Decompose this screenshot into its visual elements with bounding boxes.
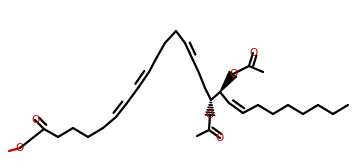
Text: O: O (206, 110, 214, 120)
Text: O: O (16, 143, 24, 153)
Polygon shape (220, 71, 237, 92)
Text: O: O (31, 115, 39, 125)
Text: O: O (249, 48, 257, 58)
Text: O: O (216, 133, 224, 143)
Text: O: O (229, 69, 237, 79)
